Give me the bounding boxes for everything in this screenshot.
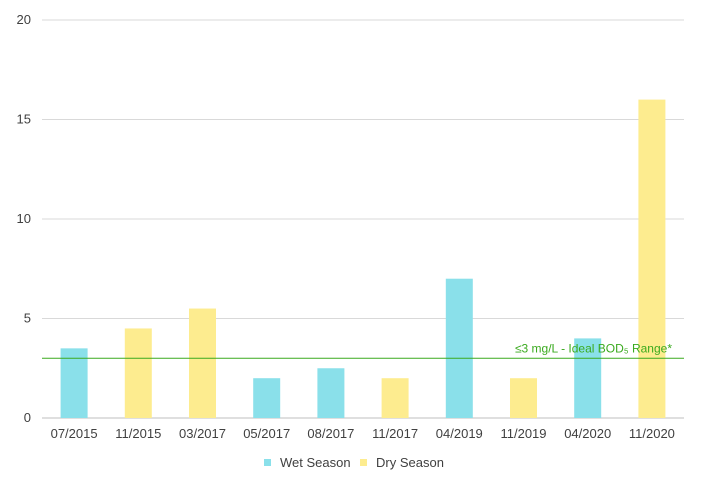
bar-11-2017	[381, 378, 409, 418]
legend-label-dry: Dry Season	[376, 455, 444, 470]
threshold-line-group: ≤3 mg/L - Ideal BOD₅ Range*	[42, 341, 684, 359]
bar-11-2019	[510, 378, 537, 418]
x-tick-label: 07/2015	[51, 426, 98, 441]
x-tick-label: 11/2020	[629, 426, 675, 441]
y-tick-label: 5	[24, 311, 31, 326]
y-tick-label: 0	[24, 410, 31, 425]
bar-11-2015	[124, 328, 152, 418]
y-axis-ticks: 0 5 10 15 20	[17, 12, 31, 425]
legend-swatch-dry	[360, 459, 367, 466]
y-tick-label: 15	[17, 112, 31, 127]
x-tick-label: 03/2017	[179, 426, 226, 441]
bar-07-2015	[60, 348, 88, 418]
bar-04-2020	[574, 338, 602, 418]
bars	[60, 99, 666, 418]
threshold-label: ≤3 mg/L - Ideal BOD₅ Range*	[515, 341, 672, 355]
x-axis-ticks: 07/2015 11/2015 03/2017 05/2017 08/2017 11/20…	[51, 426, 675, 441]
x-tick-label: 08/2017	[307, 426, 354, 441]
y-tick-label: 20	[17, 12, 31, 27]
bar-11-2020	[638, 99, 666, 418]
x-tick-label: 05/2017	[243, 426, 290, 441]
x-tick-label: 04/2019	[436, 426, 483, 441]
x-tick-label: 04/2020	[564, 426, 611, 441]
y-tick-label: 10	[17, 211, 31, 226]
legend: Wet Season Dry Season	[264, 455, 444, 470]
legend-swatch-wet	[264, 459, 271, 466]
bar-05-2017	[253, 378, 281, 418]
x-tick-label: 11/2017	[372, 426, 418, 441]
x-tick-label: 11/2015	[115, 426, 161, 441]
bar-03-2017	[189, 308, 216, 418]
legend-label-wet: Wet Season	[280, 455, 351, 470]
bar-04-2019	[445, 278, 473, 418]
x-tick-label: 11/2019	[500, 426, 546, 441]
bar-08-2017	[317, 368, 345, 418]
